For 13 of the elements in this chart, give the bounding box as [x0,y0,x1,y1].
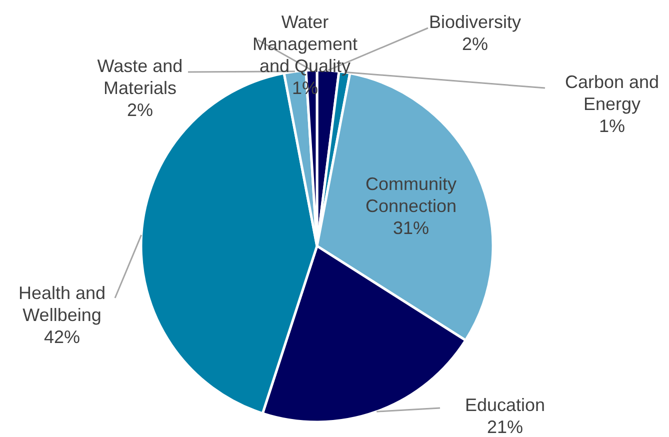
slice-label: Health and Wellbeing [18,283,106,325]
slice-label: Waste and Materials [97,56,183,98]
slice-label: Biodiversity [428,12,522,32]
slice-label: Community Connection [365,174,457,216]
data-label: 2% [462,34,488,54]
data-label: 21% [486,417,524,437]
slice-label: Water Management and Quality [252,12,358,76]
data-label: 31% [392,218,430,238]
data-label: 42% [44,327,80,347]
slice-label: Education [464,395,546,415]
slice-label: Carbon and Energy [564,72,660,114]
data-label: 1% [598,116,626,136]
data-label: 2% [126,100,154,120]
